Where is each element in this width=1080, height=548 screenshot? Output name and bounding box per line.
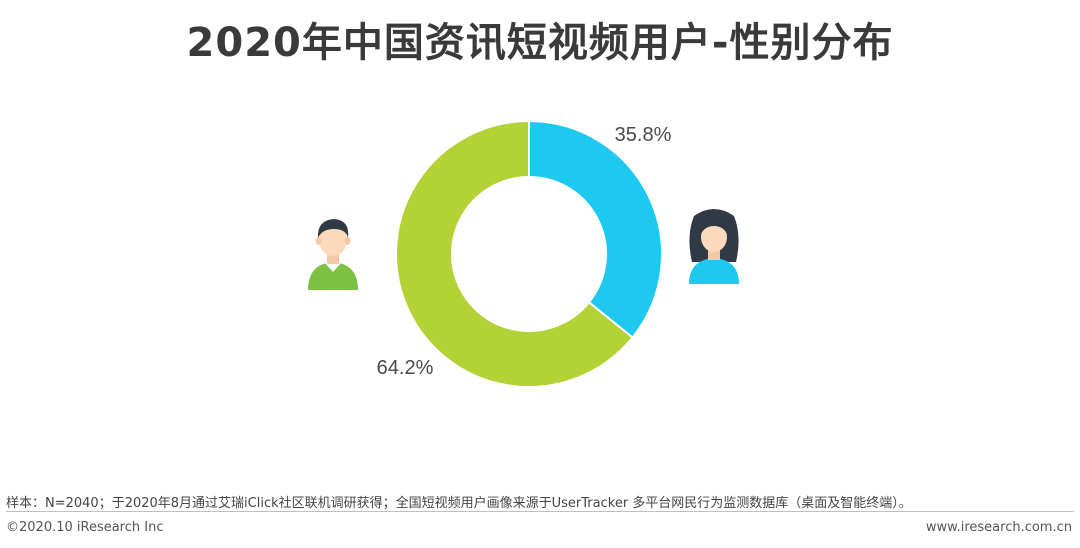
- chart-title: 2020年中国资讯短视频用户-性别分布: [186, 20, 894, 66]
- female-user-icon: [689, 209, 739, 284]
- copyright: ©2020.10 iResearch Inc: [6, 520, 164, 535]
- slice-female: [528, 119, 663, 339]
- source-note: 样本：N=2040；于2020年8月通过艾瑞iClick社区联机调研获得；全国短…: [6, 496, 912, 511]
- slice-male: [395, 119, 634, 388]
- label-female-pct: 35.8%: [615, 124, 672, 146]
- label-male-pct: 64.2%: [377, 357, 434, 379]
- male-user-icon: [308, 219, 358, 290]
- footer-divider: [6, 511, 1074, 512]
- website-link[interactable]: www.iresearch.com.cn: [925, 520, 1072, 535]
